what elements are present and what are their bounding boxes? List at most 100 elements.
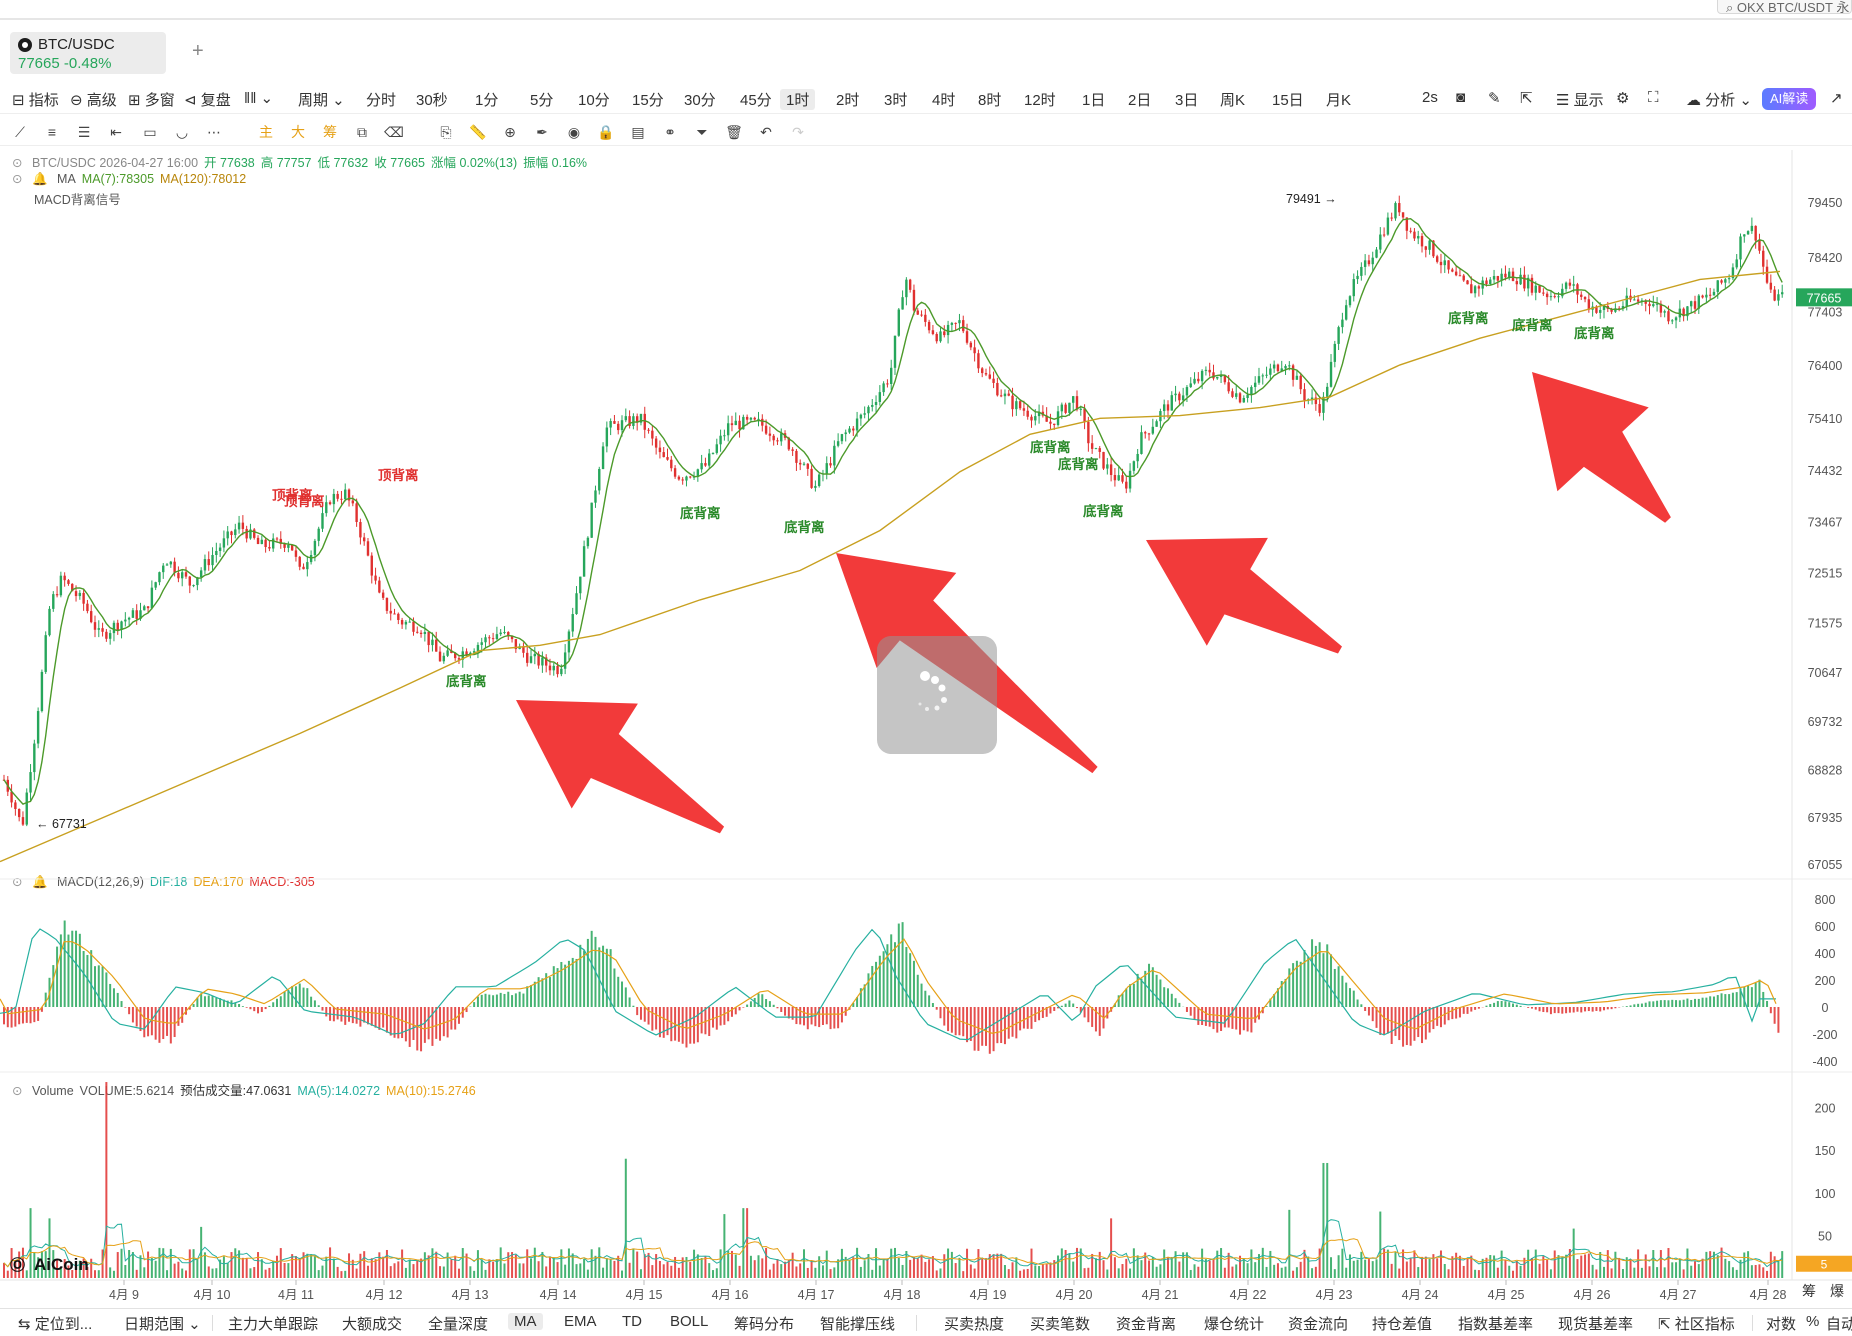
svg-text:底背离: 底背离 bbox=[1030, 439, 1071, 455]
candle bbox=[378, 576, 381, 594]
large-tool-button[interactable]: 大 bbox=[291, 124, 305, 140]
horizontal-tool-icon[interactable]: ⇤ bbox=[110, 124, 122, 140]
analysis-button[interactable]: ☁ 分析 ⌄ bbox=[1686, 92, 1752, 109]
channel-tool-icon[interactable]: ☰ bbox=[77, 124, 91, 140]
eraser-icon[interactable]: ⌫ bbox=[384, 124, 404, 140]
bell-icon[interactable]: 🔔 bbox=[31, 875, 48, 889]
bottom-auto-scale-button[interactable]: 自动 bbox=[1826, 1316, 1852, 1333]
bottom-whale-track-button[interactable]: 主力大单跟踪 bbox=[228, 1316, 319, 1333]
period-16[interactable]: 3日 bbox=[1175, 92, 1199, 109]
more-tool-icon[interactable]: ⋯ bbox=[207, 124, 221, 140]
period-15[interactable]: 2日 bbox=[1128, 92, 1152, 109]
trend-icon[interactable]: ↗ bbox=[1830, 90, 1843, 107]
bottom-full-depth-button[interactable]: 全量深度 bbox=[428, 1316, 489, 1333]
bottom-fund-divergence-button[interactable]: 资金背离 bbox=[1116, 1316, 1177, 1333]
line-tool-icon[interactable]: ⟋ bbox=[15, 124, 25, 140]
rect-tool-icon[interactable]: ▭ bbox=[143, 124, 157, 140]
period-19[interactable]: 月K bbox=[1326, 92, 1352, 109]
link-icon[interactable]: ⚭ bbox=[664, 124, 676, 140]
period-1[interactable]: 30秒 bbox=[416, 92, 448, 109]
filter-icon[interactable]: ⏷ bbox=[696, 124, 708, 140]
bottom-buy-sell-heat-button[interactable]: 买卖热度 bbox=[944, 1316, 1005, 1333]
symbol-tab[interactable]: BTC/USDC 77665 -0.48% bbox=[10, 32, 166, 74]
svg-text:4月 9: 4月 9 bbox=[109, 1288, 139, 1302]
bottom-log-scale-button[interactable]: 对数 bbox=[1766, 1316, 1797, 1333]
period-0[interactable]: 分时 bbox=[366, 92, 397, 109]
bell-icon[interactable]: 🔔 bbox=[31, 172, 48, 186]
bottom-fund-flow-button[interactable]: 资金流向 bbox=[1288, 1316, 1349, 1333]
period-8[interactable]: 1时 bbox=[780, 89, 816, 110]
pen-icon[interactable]: ✎ bbox=[1488, 90, 1501, 107]
bottom-percent-scale-button[interactable]: % bbox=[1806, 1313, 1820, 1330]
main-tool-button[interactable]: 主 bbox=[259, 124, 273, 140]
share-icon[interactable]: ⇱ bbox=[1520, 90, 1533, 107]
period-12[interactable]: 8时 bbox=[978, 92, 1002, 109]
period-dropdown[interactable]: 周期 ⌄ bbox=[298, 92, 345, 109]
template-icon[interactable]: ▤ bbox=[631, 124, 645, 140]
camera-icon[interactable]: ◙ bbox=[1456, 89, 1466, 106]
magnet-icon[interactable]: ⧉ bbox=[357, 124, 367, 140]
bottom-large-trades-button[interactable]: 大额成交 bbox=[342, 1316, 403, 1333]
fullscreen-icon[interactable]: ⛶ bbox=[1648, 89, 1659, 106]
bottom-ema-button[interactable]: EMA bbox=[564, 1313, 597, 1330]
zoom-icon[interactable]: ⊕ bbox=[504, 124, 516, 140]
period-5[interactable]: 15分 bbox=[632, 92, 664, 109]
period-2[interactable]: 1分 bbox=[475, 92, 499, 109]
add-tab-button[interactable]: + bbox=[192, 40, 204, 62]
eye-icon[interactable]: ◉ bbox=[567, 124, 581, 140]
period-18[interactable]: 15日 bbox=[1272, 92, 1304, 109]
collapse-icon[interactable]: ⊙ bbox=[12, 172, 23, 186]
bottom-spot-basis-button[interactable]: 现货基差率 bbox=[1558, 1316, 1634, 1333]
period-7[interactable]: 45分 bbox=[740, 92, 772, 109]
bottom-td-button[interactable]: TD bbox=[622, 1313, 642, 1330]
ruler-icon[interactable]: 📏 bbox=[469, 124, 487, 140]
candle bbox=[1473, 285, 1477, 298]
period-13[interactable]: 12时 bbox=[1024, 92, 1056, 109]
period-4[interactable]: 10分 bbox=[578, 92, 610, 109]
collapse-icon[interactable]: ⊙ bbox=[12, 1084, 23, 1098]
settings-icon[interactable]: ⚙ bbox=[1616, 90, 1630, 107]
replay-button[interactable]: ⊲ 复盘 bbox=[184, 92, 231, 109]
candle-type-button[interactable]: ǁǁ ⌄ bbox=[244, 89, 273, 107]
brush-icon[interactable]: ✒ bbox=[536, 124, 548, 140]
trash-icon[interactable]: 🗑 bbox=[725, 124, 743, 140]
candle bbox=[63, 572, 66, 587]
period-17[interactable]: 周K bbox=[1220, 92, 1246, 109]
period-3[interactable]: 5分 bbox=[530, 92, 554, 109]
multi-window-button[interactable]: ⊞ 多窗 bbox=[128, 92, 175, 109]
refresh-interval[interactable]: 2s bbox=[1422, 89, 1438, 106]
indicator-button[interactable]: ⊟ 指标 bbox=[12, 92, 59, 109]
bottom-buy-sell-count-button[interactable]: 买卖笔数 bbox=[1030, 1316, 1091, 1333]
period-9[interactable]: 2时 bbox=[836, 92, 860, 109]
ai-interpret-button[interactable]: AI解读 bbox=[1762, 88, 1817, 110]
period-10[interactable]: 3时 bbox=[884, 92, 908, 109]
redo-icon[interactable]: ↷ bbox=[792, 124, 804, 140]
bottom-ma-button[interactable]: MA bbox=[508, 1313, 543, 1330]
period-6[interactable]: 30分 bbox=[684, 92, 716, 109]
bottom-liquidation-button[interactable]: 爆仓统计 bbox=[1204, 1316, 1265, 1333]
bottom-position-diff-button[interactable]: 持仓差值 bbox=[1372, 1316, 1433, 1333]
period-11[interactable]: 4时 bbox=[932, 92, 956, 109]
period-14[interactable]: 1日 bbox=[1082, 92, 1106, 109]
parallel-tool-icon[interactable]: ≡ bbox=[47, 124, 57, 140]
candle bbox=[514, 639, 518, 653]
bottom-community-indicator-button[interactable]: ⇱ 社区指标 bbox=[1658, 1316, 1735, 1333]
advanced-button[interactable]: ⊖ 高级 bbox=[70, 92, 117, 109]
bottom-locate-button[interactable]: ⇆ 定位到... bbox=[18, 1316, 93, 1333]
chip-tool-button[interactable]: 筹 bbox=[323, 124, 337, 140]
display-button[interactable]: ☰ 显示 bbox=[1556, 92, 1604, 109]
bottom-index-basis-button[interactable]: 指数基差率 bbox=[1458, 1316, 1534, 1333]
bottom-date-range-button[interactable]: 日期范围 ⌄ bbox=[124, 1316, 201, 1333]
lock-icon[interactable]: 🔒 bbox=[597, 124, 615, 140]
collapse-icon[interactable]: ⊙ bbox=[12, 875, 23, 889]
bottom-chip-dist-button[interactable]: 筹码分布 bbox=[734, 1316, 795, 1333]
top-search-box[interactable]: ⌕ OKX BTC/USDT 永 bbox=[1717, 0, 1852, 14]
candle bbox=[124, 612, 127, 627]
bottom-smart-sr-button[interactable]: 智能撑压线 bbox=[820, 1316, 896, 1333]
bottom-boll-button[interactable]: BOLL bbox=[670, 1313, 709, 1330]
candle bbox=[844, 429, 847, 442]
undo-icon[interactable]: ↶ bbox=[760, 124, 772, 140]
curve-tool-icon[interactable]: ◡ bbox=[175, 124, 189, 140]
copy-icon[interactable]: ⎘ bbox=[440, 124, 452, 140]
collapse-icon[interactable]: ⊙ bbox=[12, 156, 23, 170]
